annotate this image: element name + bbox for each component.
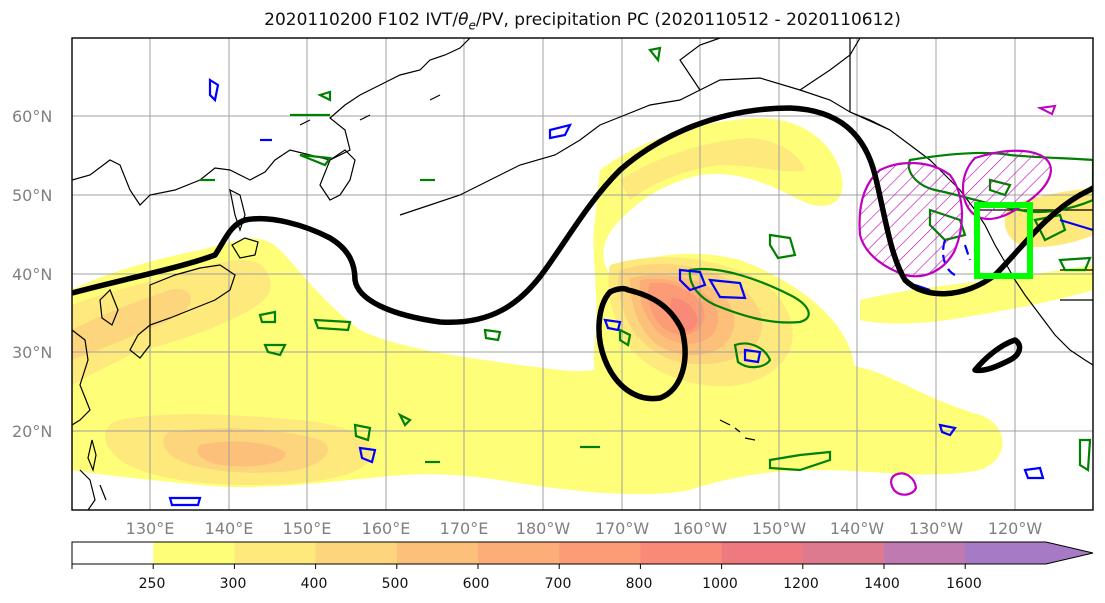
lat-label: 60°N [12, 107, 52, 126]
coast-asia-russia [72, 38, 471, 206]
colorbar-cell [802, 542, 885, 564]
coast-china [72, 329, 91, 426]
colorbar-cell [478, 542, 560, 564]
colorbar-cell [640, 542, 723, 564]
coast-philippines [79, 469, 107, 510]
lon-label: 170°E [440, 519, 489, 538]
lat-label: 50°N [12, 186, 52, 205]
lon-label: 130°E [126, 519, 175, 538]
lon-label: 120°W [988, 519, 1043, 538]
lon-label: 140°W [830, 519, 885, 538]
coast-hokkaido [231, 237, 259, 259]
colorbar-ticks [71, 564, 966, 569]
colorbar-tick-label: 1600 [946, 576, 982, 592]
ivt-filled-contours [72, 118, 1093, 495]
coast-hawaii [719, 419, 756, 441]
colorbar-cell [153, 542, 235, 564]
colorbar-cell [721, 542, 804, 564]
colorbar-cell [884, 542, 966, 564]
border-canada [849, 38, 891, 131]
colorbar-cell [559, 542, 641, 564]
colorbar-tick-label: 300 [220, 576, 247, 592]
colorbar-tick-label: 1400 [864, 576, 900, 592]
latitude-labels: 60°N 50°N 40°N 30°N 20°N [12, 107, 52, 441]
colorbar-frame [71, 541, 1094, 565]
colorbar-tick-label: 500 [382, 576, 409, 592]
coast-kamchatka [319, 149, 356, 201]
colorbar-cell [315, 542, 398, 564]
precip-pc-region [858, 104, 1057, 496]
colorbar-cells [72, 542, 1093, 564]
lat-label: 40°N [12, 265, 52, 284]
lat-label: 30°N [12, 343, 52, 362]
colorbar-cell [396, 542, 479, 564]
coast-alaska-north [679, 38, 861, 91]
lon-label: 160°E [362, 519, 411, 538]
colorbar-cell [234, 542, 317, 564]
lon-label: 140°E [205, 519, 254, 538]
coast-taiwan [87, 439, 97, 473]
lon-label: 150°W [752, 519, 807, 538]
longitude-labels: 130°E 140°E 150°E 160°E 170°E 180°W 170°… [126, 519, 1043, 538]
colorbar-tick-label: 600 [463, 576, 490, 592]
islands-bering [299, 94, 441, 126]
lon-label: 150°E [283, 519, 332, 538]
coast-aleutians [399, 114, 626, 216]
colorbar-tick-label: 800 [626, 576, 653, 592]
colorbar-cell [72, 542, 154, 564]
lon-label: 160°W [673, 519, 728, 538]
colorbar: 250 300 400 500 600 700 800 1000 1200 14… [71, 541, 1094, 592]
colorbar-cell [965, 542, 1093, 564]
highlight-box [974, 202, 1033, 279]
colorbar-tick-labels: 250 300 400 500 600 700 800 1000 1200 14… [139, 576, 982, 592]
map-frame [71, 37, 1094, 511]
lat-label: 20°N [12, 422, 52, 441]
colorbar-tick-label: 1200 [783, 576, 819, 592]
colorbar-tick-label: 1000 [702, 576, 738, 592]
lon-label: 170°W [595, 519, 650, 538]
colorbar-tick-label: 250 [139, 576, 166, 592]
map-panel [72, 38, 1093, 510]
coast-korea [99, 288, 119, 326]
theta-e-contour [72, 105, 1093, 402]
coast-japan [129, 264, 236, 359]
lon-label: 130°W [909, 519, 964, 538]
figure-title: 2020110200 F102 IVT/θe/PV, precipitation… [264, 10, 901, 33]
lon-label: 180°W [516, 519, 571, 538]
colorbar-tick-label: 400 [301, 576, 328, 592]
colorbar-tick-label: 700 [545, 576, 572, 592]
